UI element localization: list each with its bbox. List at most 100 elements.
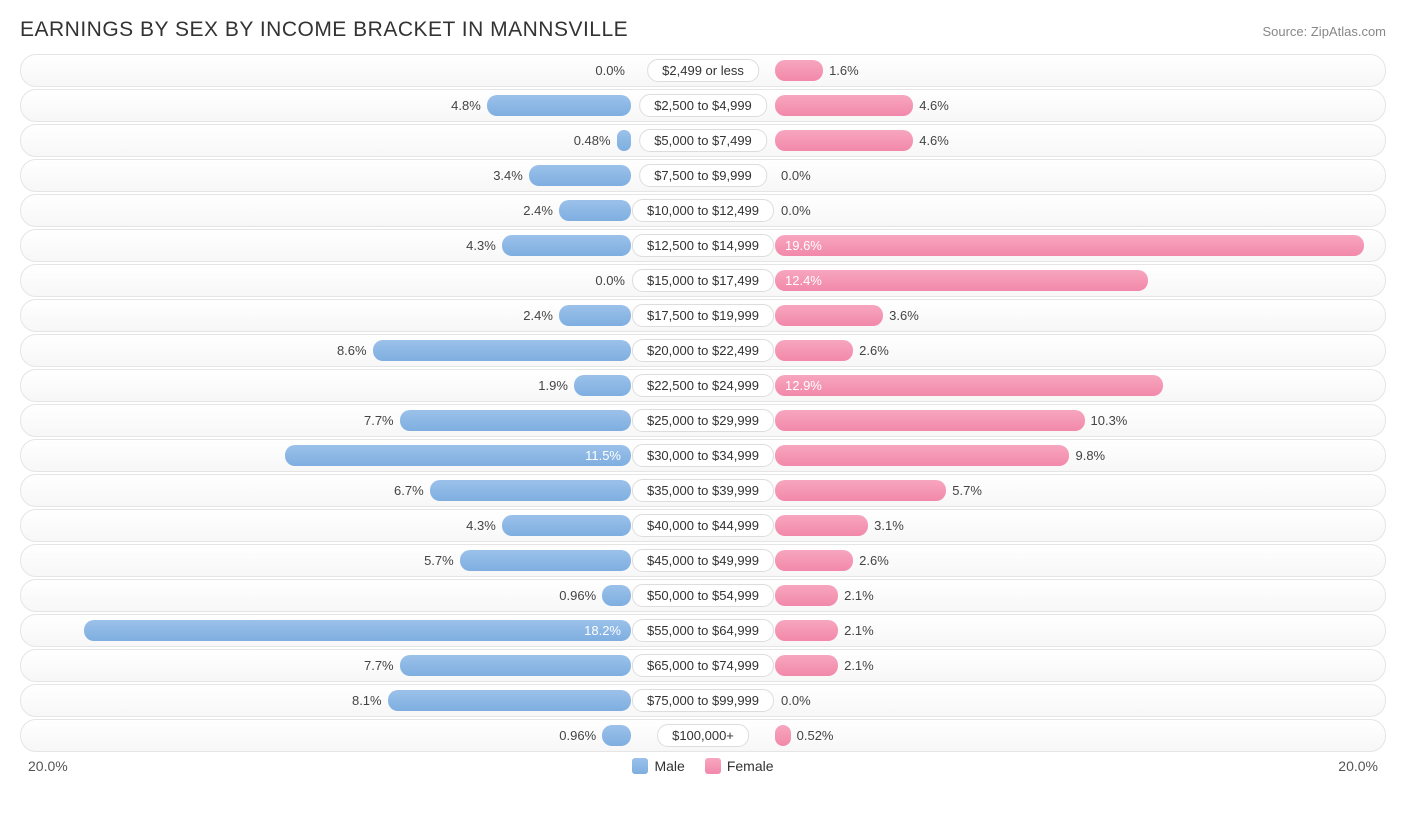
bracket-label: $2,499 or less [647, 59, 759, 82]
legend: Male Female [632, 758, 773, 774]
bracket-label: $12,500 to $14,999 [632, 234, 774, 257]
female-bar [775, 410, 1085, 431]
chart-header: EARNINGS BY SEX BY INCOME BRACKET IN MAN… [20, 18, 1386, 42]
male-value-label: 1.9% [538, 378, 568, 393]
axis-left-max: 20.0% [28, 758, 68, 774]
male-bar [602, 585, 631, 606]
bracket-label: $17,500 to $19,999 [632, 304, 774, 327]
male-bar [285, 445, 631, 466]
male-bar [400, 655, 631, 676]
male-value-label: 18.2% [584, 623, 621, 638]
male-value-label: 5.7% [424, 553, 454, 568]
bracket-label: $7,500 to $9,999 [639, 164, 767, 187]
bracket-label: $100,000+ [657, 724, 749, 747]
male-value-label: 8.1% [352, 693, 382, 708]
female-value-label: 4.6% [919, 98, 949, 113]
bracket-row: 3.4% 0.0% $7,500 to $9,999 [20, 159, 1386, 192]
diverging-bar-chart: 0.0%1.6%$2,499 or less 4.8% 4.6% $2,500 to … [20, 54, 1386, 752]
male-value-label: 6.7% [394, 483, 424, 498]
male-bar [84, 620, 631, 641]
bracket-row: 8.1% 0.0% $75,000 to $99,999 [20, 684, 1386, 717]
female-swatch-icon [705, 758, 721, 774]
legend-male: Male [632, 758, 684, 774]
male-bar [487, 95, 631, 116]
male-value-label: 8.6% [337, 343, 367, 358]
bracket-row: 4.3%3.1%$40,000 to $44,999 [20, 509, 1386, 542]
male-value-label: 7.7% [364, 413, 394, 428]
male-value-label: 11.5% [585, 448, 621, 463]
female-value-label: 3.1% [874, 518, 904, 533]
female-value-label: 2.1% [844, 658, 874, 673]
bracket-label: $75,000 to $99,999 [632, 689, 774, 712]
female-bar [775, 585, 838, 606]
male-value-label: 2.4% [523, 203, 553, 218]
female-bar [775, 480, 946, 501]
female-bar [775, 620, 838, 641]
female-bar [775, 60, 823, 81]
bracket-row: 4.3% 19.6% $12,500 to $14,999 [20, 229, 1386, 262]
bracket-row: 0.48% 4.6% $5,000 to $7,499 [20, 124, 1386, 157]
bracket-row: 7.7%10.3%$25,000 to $29,999 [20, 404, 1386, 437]
bracket-row: 7.7%2.1%$65,000 to $74,999 [20, 649, 1386, 682]
female-value-label: 0.0% [781, 203, 811, 218]
male-bar [460, 550, 631, 571]
female-bar [775, 725, 791, 746]
male-value-label: 7.7% [364, 658, 394, 673]
bracket-row: 0.0%1.6%$2,499 or less [20, 54, 1386, 87]
male-bar [502, 515, 631, 536]
bracket-row: 8.6%2.6%$20,000 to $22,499 [20, 334, 1386, 367]
chart-source: Source: ZipAtlas.com [1262, 24, 1386, 39]
legend-female-label: Female [727, 758, 774, 774]
male-bar [602, 725, 631, 746]
bracket-label: $2,500 to $4,999 [639, 94, 767, 117]
male-value-label: 0.0% [595, 273, 625, 288]
female-value-label: 0.0% [781, 693, 811, 708]
female-value-label: 9.8% [1075, 448, 1105, 463]
female-value-label: 4.6% [919, 133, 949, 148]
female-value-label: 5.7% [952, 483, 982, 498]
bracket-row: 2.4%0.0%$10,000 to $12,499 [20, 194, 1386, 227]
male-bar [373, 340, 631, 361]
male-value-label: 0.48% [574, 133, 611, 148]
female-value-label: 2.1% [844, 588, 874, 603]
bracket-label: $22,500 to $24,999 [632, 374, 774, 397]
bracket-row: 0.0%12.4%$15,000 to $17,499 [20, 264, 1386, 297]
male-bar [559, 200, 631, 221]
male-bar [559, 305, 631, 326]
female-value-label: 3.6% [889, 308, 919, 323]
female-value-label: 2.6% [859, 343, 889, 358]
male-swatch-icon [632, 758, 648, 774]
female-value-label: 19.6% [785, 238, 822, 253]
bracket-label: $5,000 to $7,499 [639, 129, 767, 152]
female-value-label: 12.4% [785, 273, 822, 288]
chart-footer: 20.0% Male Female 20.0% [20, 758, 1386, 774]
female-bar [775, 305, 883, 326]
legend-female: Female [705, 758, 774, 774]
male-value-label: 3.4% [493, 168, 523, 183]
bracket-label: $40,000 to $44,999 [632, 514, 774, 537]
bracket-row: 0.96%2.1%$50,000 to $54,999 [20, 579, 1386, 612]
female-bar [775, 550, 853, 571]
bracket-row: 18.2% 2.1% $55,000 to $64,999 [20, 614, 1386, 647]
female-value-label: 0.0% [781, 168, 811, 183]
axis-right-max: 20.0% [1338, 758, 1378, 774]
male-value-label: 0.96% [559, 588, 596, 603]
male-value-label: 0.96% [559, 728, 596, 743]
male-bar [617, 130, 631, 151]
male-value-label: 4.8% [451, 98, 481, 113]
male-bar [574, 375, 631, 396]
male-value-label: 4.3% [466, 238, 496, 253]
bracket-label: $55,000 to $64,999 [632, 619, 774, 642]
bracket-label: $35,000 to $39,999 [632, 479, 774, 502]
bracket-label: $30,000 to $34,999 [632, 444, 774, 467]
legend-male-label: Male [654, 758, 684, 774]
female-bar [775, 445, 1069, 466]
female-value-label: 10.3% [1091, 413, 1128, 428]
bracket-row: 0.96% 0.52% $100,000+ [20, 719, 1386, 752]
bracket-row: 5.7%2.6%$45,000 to $49,999 [20, 544, 1386, 577]
female-value-label: 2.1% [844, 623, 874, 638]
female-bar [775, 655, 838, 676]
female-bar [775, 95, 913, 116]
female-bar [775, 235, 1364, 256]
female-value-label: 0.52% [797, 728, 834, 743]
